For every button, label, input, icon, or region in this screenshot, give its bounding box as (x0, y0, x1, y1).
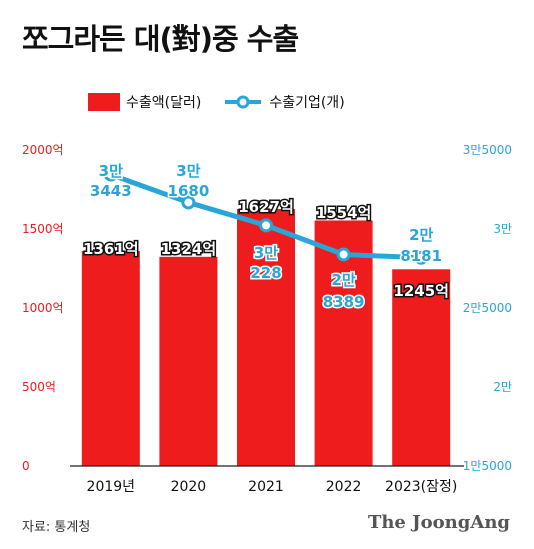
legend: 수출액(달러) 수출기업(개) (88, 92, 367, 112)
line-value-label: 228 (250, 264, 281, 282)
line-point (336, 247, 351, 262)
x-tick-label: 2020 (171, 479, 207, 495)
line-point (414, 250, 429, 265)
bar (81, 250, 140, 466)
x-tick-label: 2022 (326, 479, 362, 495)
line-value-label: 3만 (99, 162, 123, 180)
bar-value-label: 1554억 (316, 204, 372, 222)
legend-bar-swatch (88, 93, 120, 111)
source-note: 자료: 통계청 (22, 520, 91, 535)
legend-line-label: 수출기업(개) (269, 95, 345, 111)
bar-value-label: 1324억 (161, 240, 217, 258)
line-value-label: 2만 (409, 226, 433, 244)
line-point (103, 167, 118, 182)
bar-value-label: 1627억 (238, 198, 294, 216)
line-value-label: 8181 (400, 247, 442, 265)
bar (237, 208, 295, 466)
x-tick-label: 2019년 (87, 479, 136, 495)
left-axis-tick-label: 2000억 (22, 143, 64, 157)
x-tick-label: 2023(잠정) (385, 479, 457, 495)
legend-line-swatch (225, 95, 262, 109)
bar (159, 256, 218, 466)
x-tick-label: 2021 (248, 479, 284, 495)
legend-bar-label: 수출액(달러) (126, 95, 202, 111)
bar-value-label: 1245억 (393, 282, 449, 300)
line-point (259, 218, 273, 233)
line-value-label: 8389 (323, 293, 365, 311)
left-axis-tick-label: 500억 (22, 380, 56, 394)
line-point (181, 195, 196, 210)
line-value-label: 3만 (254, 244, 278, 262)
brand-logo: The JoongAng (367, 512, 510, 533)
legend-item-bar: 수출액(달러) (88, 92, 201, 112)
legend-item-line: 수출기업(개) (223, 92, 345, 112)
right-axis-tick-label: 3만5000 (463, 143, 512, 157)
right-axis-tick-label: 2만 (493, 380, 512, 394)
line-value-label: 3만 (176, 162, 200, 180)
right-axis-tick-label: 2만5000 (463, 301, 512, 315)
right-axis-tick-label: 1만5000 (463, 459, 512, 473)
line-value-label: 1680 (168, 182, 210, 200)
chart-title: 쪼그라든 대(對)중 수출 (22, 22, 299, 56)
left-axis-tick-label: 1000억 (22, 301, 64, 315)
bar-value-label: 1361억 (83, 240, 139, 258)
left-axis-tick-label: 0 (22, 459, 30, 473)
line-value-label: 2만 (331, 271, 355, 289)
line-value-label: 3443 (90, 182, 132, 200)
bar (392, 269, 451, 466)
left-axis-tick-label: 1500억 (22, 222, 64, 236)
right-axis-tick-label: 3만 (493, 222, 512, 236)
